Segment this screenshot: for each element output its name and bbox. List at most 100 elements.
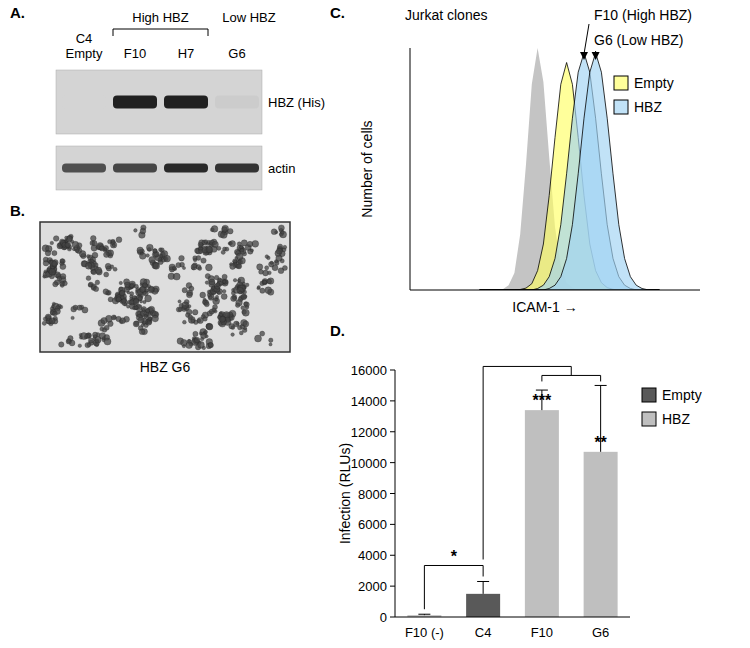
cell	[241, 294, 247, 300]
cell	[148, 285, 151, 288]
cell	[269, 343, 272, 346]
cell	[242, 309, 249, 316]
y-tick	[390, 617, 395, 618]
histogram-area	[480, 53, 660, 290]
y-tick-label: 10000	[351, 456, 387, 471]
cell	[104, 252, 110, 258]
cell	[281, 231, 285, 235]
micrograph-frame	[40, 222, 290, 352]
cell	[237, 264, 241, 268]
cell	[146, 254, 150, 258]
y-tick-label: 4000	[358, 548, 387, 563]
error-bar	[418, 614, 430, 616]
cell	[138, 317, 144, 323]
cell	[238, 279, 241, 282]
row-label: HBZ (His)	[268, 95, 325, 110]
cell	[93, 337, 96, 340]
y-tick	[390, 586, 395, 587]
cell	[208, 343, 213, 348]
cell	[199, 332, 202, 335]
panel-label: A.	[10, 4, 25, 21]
cell	[193, 331, 198, 336]
cell	[53, 282, 58, 287]
chart-title: Jurkat clones	[405, 7, 487, 23]
cell	[53, 311, 58, 316]
cell	[247, 241, 253, 247]
cell	[237, 287, 243, 293]
cell	[265, 266, 269, 270]
bar	[466, 594, 500, 617]
cell	[243, 321, 249, 327]
cell	[220, 232, 227, 239]
cell	[259, 270, 264, 275]
cell	[60, 281, 65, 286]
cell	[144, 315, 148, 319]
cell	[42, 321, 46, 325]
cell	[231, 326, 235, 330]
cell	[280, 231, 287, 238]
cell	[103, 289, 109, 295]
cell	[164, 255, 171, 262]
cell	[208, 342, 213, 347]
cell	[173, 267, 176, 270]
cell	[145, 295, 152, 302]
row-label: actin	[268, 161, 295, 176]
cell	[140, 228, 146, 234]
cell	[222, 280, 228, 286]
cell	[113, 267, 117, 271]
significance-label: *	[451, 548, 458, 565]
cell	[149, 257, 156, 264]
cell	[60, 259, 64, 263]
cell	[146, 244, 153, 251]
bar	[584, 452, 618, 617]
error-bar	[477, 581, 489, 593]
cell	[244, 302, 249, 307]
cell	[87, 254, 91, 258]
y-tick	[390, 493, 395, 494]
x-tick-label: G6	[592, 625, 609, 640]
cell	[212, 308, 216, 312]
cell	[260, 288, 265, 293]
cell	[230, 264, 236, 270]
plot-area	[480, 48, 660, 290]
y-tick-label: 2000	[358, 579, 387, 594]
x-tick-label: C4	[475, 625, 492, 640]
legend-label: Empty	[634, 75, 674, 91]
cell	[262, 280, 267, 285]
legend-label: HBZ	[662, 411, 690, 427]
plot-area	[407, 385, 617, 617]
cell	[183, 320, 187, 324]
cell	[77, 305, 82, 310]
cell	[244, 327, 247, 330]
cell	[207, 293, 211, 297]
cell	[101, 317, 107, 323]
cell	[143, 283, 148, 288]
cell	[214, 275, 219, 280]
cell	[178, 300, 181, 303]
cell	[95, 280, 100, 285]
cell	[91, 236, 97, 242]
cell	[120, 291, 125, 296]
cell	[140, 300, 143, 303]
blot-band	[164, 164, 208, 173]
cell	[241, 295, 246, 300]
significance-label: ***	[533, 392, 552, 409]
cell	[198, 342, 205, 349]
cell	[133, 299, 139, 305]
cell	[134, 284, 138, 288]
cell	[198, 242, 203, 247]
cell	[269, 338, 273, 342]
cell	[121, 296, 124, 299]
cell	[92, 240, 97, 245]
cell	[282, 266, 287, 271]
y-tick	[390, 370, 395, 371]
blot-band	[62, 164, 106, 173]
cell	[110, 265, 114, 269]
cell	[134, 306, 138, 310]
cell	[204, 302, 209, 307]
cell	[153, 249, 157, 253]
annotation-arrow	[584, 24, 589, 54]
cell	[88, 283, 92, 287]
significance-bracket	[424, 565, 483, 609]
cell	[250, 249, 253, 252]
